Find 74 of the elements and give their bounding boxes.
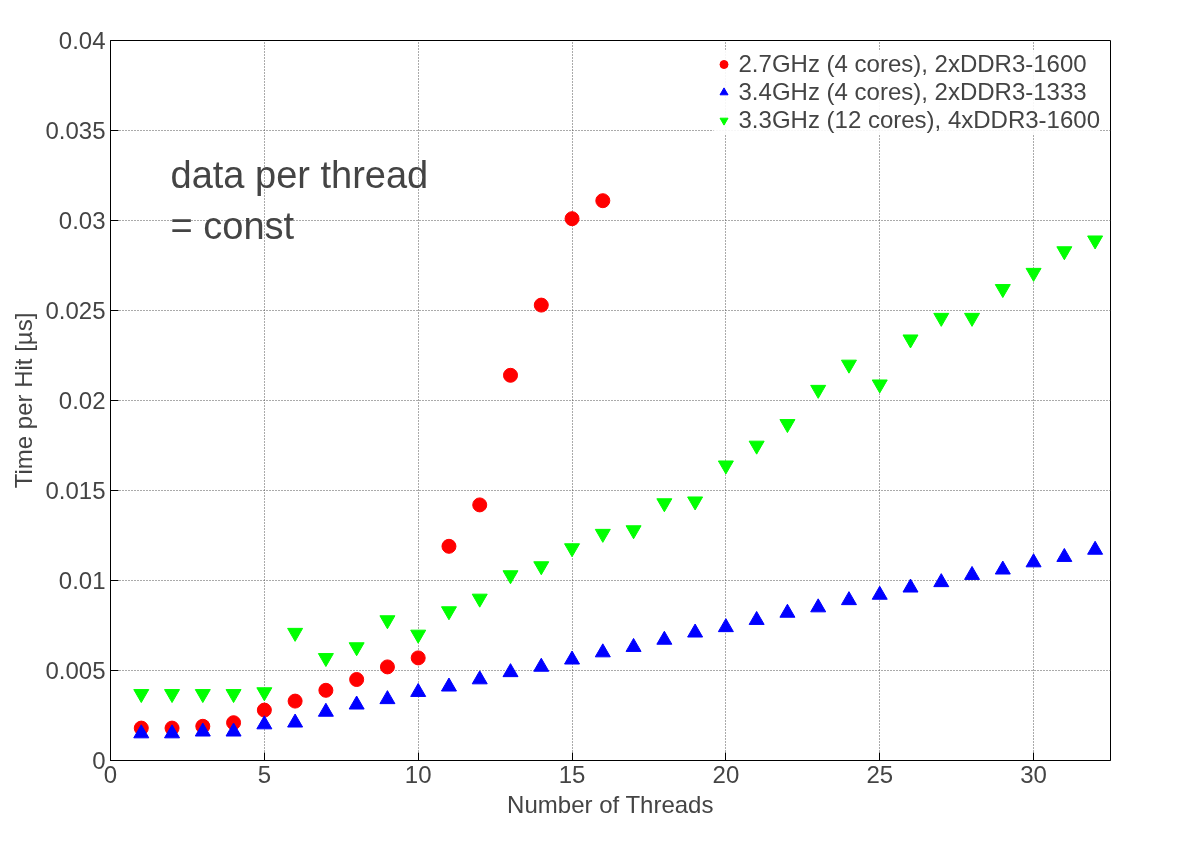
y-axis-title: Time per Hit [µs]: [10, 312, 38, 489]
point: [287, 713, 304, 728]
point: [472, 497, 488, 513]
point: [840, 359, 857, 374]
y-tick-label: 0.025: [45, 297, 106, 324]
legend-label: 3.3GHz (12 cores), 4xDDR3-1600: [738, 106, 1100, 134]
point: [318, 682, 334, 698]
y-tick-label: 0.03: [58, 207, 106, 234]
point: [225, 722, 242, 737]
point: [779, 603, 796, 618]
y-tick-label: 0.035: [45, 117, 106, 144]
point: [1056, 246, 1073, 261]
point: [564, 650, 581, 665]
point: [810, 384, 827, 399]
point: [410, 682, 427, 697]
point: [717, 460, 734, 475]
point: [1087, 235, 1104, 250]
point: [348, 695, 365, 710]
x-tick-label: 30: [1020, 760, 1047, 788]
point: [964, 312, 981, 327]
point: [656, 630, 673, 645]
point: [256, 702, 272, 718]
point: [594, 643, 611, 658]
point: [933, 573, 950, 588]
point: [871, 379, 888, 394]
point: [317, 702, 334, 717]
point: [779, 419, 796, 434]
point: [902, 578, 919, 593]
point: [440, 677, 457, 692]
legend-label: 2.7GHz (4 cores), 2xDDR3-1600: [738, 50, 1087, 78]
point: [349, 672, 365, 687]
point: [164, 724, 181, 739]
point: [1087, 540, 1104, 555]
y-tick-label: 0.02: [58, 387, 106, 414]
point: [503, 367, 518, 383]
x-tick-label: 25: [866, 760, 894, 788]
point: [441, 538, 457, 554]
point: [194, 722, 211, 737]
x-tick-label: 20: [712, 760, 740, 788]
point: [533, 657, 550, 672]
y-tick-label: 0.005: [45, 657, 106, 684]
y-tick-label: 0.04: [58, 27, 106, 54]
legend-label: 3.4GHz (4 cores), 2xDDR3-1333: [738, 78, 1087, 106]
point: [410, 650, 426, 666]
point: [256, 715, 273, 730]
point: [810, 598, 827, 613]
point: [994, 284, 1011, 299]
point: [717, 618, 734, 633]
point: [1025, 267, 1042, 282]
point: [902, 334, 919, 349]
x-axis-title: Number of Threads: [507, 790, 714, 818]
y-tick-label: 0.015: [45, 477, 106, 504]
point: [287, 693, 303, 709]
annotation: data per thread = const: [170, 154, 429, 247]
point: [379, 690, 396, 705]
point: [133, 724, 150, 739]
point: [748, 610, 765, 625]
point: [533, 297, 549, 313]
point: [933, 312, 950, 327]
point: [871, 585, 888, 600]
point: [625, 637, 642, 652]
point: [964, 565, 981, 580]
x-tick-label: 5: [257, 760, 272, 788]
point: [994, 560, 1011, 575]
point: [748, 440, 765, 455]
point: [379, 659, 395, 675]
point: [840, 591, 857, 606]
point: [502, 663, 519, 678]
y-tick-label: 0.01: [58, 567, 106, 594]
x-tick-label: 15: [558, 760, 586, 788]
point: [687, 623, 704, 638]
x-tick-label: 10: [404, 760, 432, 788]
point: [1025, 553, 1042, 568]
point: [471, 670, 488, 685]
